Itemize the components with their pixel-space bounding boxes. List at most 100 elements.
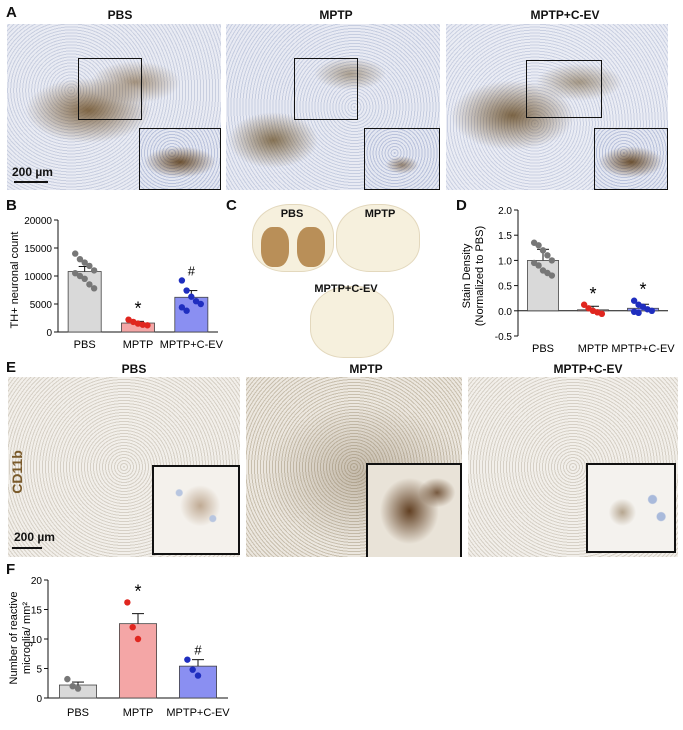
panel-e-label-mptp-cev: MPTP+C-EV [553, 362, 623, 376]
y-tick-label: 20000 [24, 216, 52, 227]
data-point [64, 675, 71, 683]
y-tick-label: 0 [36, 694, 42, 705]
brain-stain-left [261, 227, 289, 267]
y-tick-label: 20 [31, 576, 43, 587]
scale-bar-e [12, 547, 42, 549]
y-tick-label: 2.0 [498, 206, 512, 217]
th-micrograph-mptp-cev [446, 24, 668, 190]
chart-f: Number of reactive microglia/ mm² 0 5 10 15… [8, 576, 230, 719]
significance-marker: * [134, 299, 141, 319]
brain-section-pbs [252, 204, 334, 272]
y-tick-label: 1.0 [498, 256, 512, 267]
x-tick-label: PBS [532, 343, 554, 355]
y-tick-label: 1.5 [498, 231, 512, 242]
panel-c-label-mptp-cev: MPTP+C-EV [314, 283, 378, 295]
y-tick-label: 15000 [24, 244, 52, 255]
data-point [544, 252, 551, 259]
x-tick-label: PBS [74, 339, 96, 351]
inset-zoom [152, 465, 240, 555]
data-point [144, 322, 151, 329]
inset-zoom [594, 128, 668, 190]
chart-d: Stain Density (Normalized to PBS) -0.5 0.… [461, 206, 675, 355]
chart-f-ylabel2: microglia/ mm² [21, 602, 33, 674]
data-point [194, 672, 202, 679]
data-point [580, 301, 588, 308]
chart-b-ylabel: TH+ neuronal count [9, 232, 21, 329]
th-micrograph-mptp [226, 24, 440, 190]
th-micrograph-pbs [7, 24, 221, 190]
panel-f-letter: F [6, 561, 16, 578]
data-point [134, 635, 142, 643]
scale-bar-a [14, 181, 48, 183]
significance-marker: # [188, 263, 196, 278]
data-point [90, 285, 98, 292]
chart-d-ylabel2: (Normalized to PBS) [474, 226, 486, 326]
data-point [189, 666, 196, 673]
data-point [90, 267, 98, 274]
data-point [548, 272, 556, 279]
cd11b-micrograph-mptp [246, 377, 462, 557]
brain-stain-right [297, 227, 325, 267]
data-point [139, 321, 146, 328]
data-point [86, 262, 93, 270]
data-point [183, 287, 190, 294]
significance-marker: * [639, 280, 646, 300]
panel-e-letter: E [6, 359, 17, 376]
panel-a-letter: A [6, 4, 17, 21]
significance-marker: * [589, 284, 596, 304]
data-point [76, 272, 84, 280]
x-tick-label: MPTP [578, 343, 609, 355]
inset-zoom [364, 128, 440, 190]
data-point [183, 307, 190, 314]
data-point [72, 270, 79, 277]
data-point [197, 300, 204, 308]
panel-a-label-mptp-cev: MPTP+C-EV [530, 8, 600, 22]
data-point [129, 624, 136, 631]
bar-pbs [67, 271, 102, 333]
cd11b-micrograph-pbs [8, 377, 240, 557]
panel-c-label-mptp: MPTP [364, 208, 396, 220]
panel-d-letter: D [456, 197, 467, 214]
y-tick-label: 10 [31, 635, 43, 646]
significance-marker: # [194, 643, 202, 658]
brain-section-mptp-cev [310, 286, 394, 358]
data-point [72, 250, 79, 257]
data-point [86, 281, 93, 288]
data-point [535, 242, 542, 249]
y-tick-label: 15 [31, 606, 43, 617]
chart-f-ylabel: Number of reactive [8, 592, 20, 685]
cd11b-stain-text: CD11b [9, 450, 25, 494]
bar-mptp [119, 623, 158, 699]
x-tick-label: MPTP+C-EV [611, 343, 675, 355]
cd11b-stain-label: CD11b [6, 440, 28, 510]
data-point [535, 262, 542, 269]
y-tick-label: 5 [36, 665, 42, 676]
data-point [81, 275, 88, 282]
data-point [188, 293, 195, 300]
data-point [548, 257, 556, 264]
x-tick-label: MPTP [123, 707, 154, 719]
cd11b-micrograph-mptp-cev [468, 377, 678, 557]
brain-section-mptp [336, 204, 420, 272]
data-point [178, 277, 186, 284]
panel-c-letter: C [226, 197, 237, 214]
y-tick-label: 10000 [24, 272, 52, 283]
data-point [76, 256, 84, 263]
y-tick-label: -0.5 [495, 332, 513, 343]
data-point [74, 685, 82, 692]
panel-a-label-mptp: MPTP [319, 8, 353, 22]
data-point [124, 599, 131, 606]
roi-box [294, 58, 358, 120]
y-tick-label: 0.0 [498, 307, 512, 318]
data-point [539, 247, 547, 254]
panel-e-label-mptp: MPTP [349, 362, 383, 376]
y-tick-label: 0 [46, 328, 52, 339]
inset-zoom [139, 128, 221, 190]
panel-e-label-pbs: PBS [121, 362, 147, 376]
x-tick-label: MPTP [123, 339, 154, 351]
panel-c-label-pbs: PBS [280, 208, 304, 220]
data-point [184, 656, 191, 663]
chart-d-ylabel: Stain Density [461, 243, 473, 308]
inset-zoom [586, 463, 676, 553]
data-point [635, 309, 642, 317]
